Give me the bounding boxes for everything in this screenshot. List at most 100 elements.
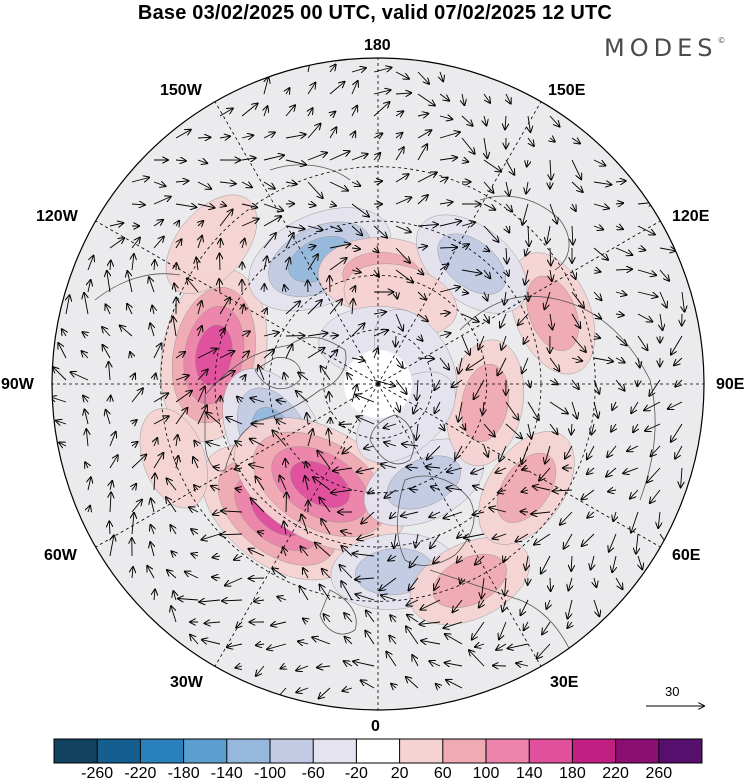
wind-vector	[479, 599, 484, 608]
wind-vector	[258, 365, 265, 381]
wind-vector	[197, 349, 217, 359]
wind-vector	[329, 226, 342, 231]
wind-vector	[505, 159, 514, 175]
wind-vector	[212, 577, 221, 578]
wind-vector	[176, 221, 179, 226]
wind-vector	[384, 442, 397, 446]
wind-vector	[587, 468, 595, 474]
wind-vector	[88, 280, 91, 293]
wind-vector	[298, 372, 309, 381]
wind-vector	[198, 236, 202, 249]
wind-vector	[674, 357, 683, 365]
wind-vector	[241, 182, 252, 187]
wind-vector	[483, 269, 490, 278]
wind-vector	[373, 330, 388, 337]
wind-vector	[151, 498, 154, 513]
wind-vector	[473, 512, 485, 515]
wind-vector	[581, 489, 595, 500]
wind-vector	[668, 401, 683, 409]
wind-vector	[426, 467, 441, 469]
wind-vector	[613, 511, 616, 521]
wind-vector	[176, 456, 178, 469]
wind-vector	[461, 222, 475, 226]
wind-vector	[417, 130, 431, 139]
wind-vector	[86, 429, 88, 447]
wind-vector	[307, 413, 308, 425]
wind-vector	[434, 379, 441, 390]
wind-vector	[132, 567, 133, 579]
wind-vector	[197, 181, 211, 189]
wind-vector	[396, 291, 397, 299]
wind-vector	[572, 269, 576, 279]
wind-vector	[307, 300, 322, 315]
meridian	[377, 220, 661, 385]
wind-vector	[637, 269, 656, 275]
wind-vector	[368, 490, 374, 493]
wind-vector	[198, 221, 203, 226]
wind-vector	[307, 246, 316, 248]
wind-vector	[390, 615, 396, 623]
wind-vector	[503, 556, 506, 562]
wind-vector	[109, 238, 124, 249]
wind-vector	[417, 114, 428, 116]
wind-vector	[88, 477, 91, 491]
wind-vector	[373, 312, 386, 314]
wind-vector	[263, 233, 276, 249]
wind-vector	[675, 445, 683, 459]
wind-vector	[645, 423, 661, 431]
wind-vector	[439, 116, 452, 119]
wind-vector	[471, 467, 485, 473]
wind-vector	[537, 643, 551, 659]
wind-vector	[152, 306, 154, 315]
wind-vector	[418, 270, 423, 275]
wind-vector	[402, 444, 419, 446]
wind-vector	[150, 323, 154, 337]
wind-vector	[593, 291, 602, 300]
wind-vector	[615, 226, 623, 229]
wind-vector	[196, 258, 198, 271]
wind-vector	[235, 468, 243, 469]
wind-vector	[170, 525, 176, 535]
wind-vector	[483, 203, 495, 210]
wind-vector	[461, 335, 470, 355]
wind-vector	[267, 643, 287, 649]
wind-vector	[520, 512, 529, 513]
wind-vector	[317, 451, 331, 469]
wind-vector	[176, 239, 182, 249]
wind-vector	[85, 462, 88, 468]
colorbar-swatch	[658, 739, 702, 763]
wind-vector	[272, 431, 287, 447]
wind-vector	[226, 417, 243, 425]
wind-vector	[352, 286, 355, 292]
wind-vector	[505, 423, 522, 438]
wind-vector	[175, 204, 196, 207]
wind-vector	[568, 599, 573, 619]
wind-vector	[374, 269, 379, 277]
wind-vector	[528, 379, 530, 387]
wind-vector	[591, 423, 594, 435]
wind-vector	[461, 244, 469, 248]
wind-vector	[317, 666, 331, 668]
wind-vector	[307, 181, 323, 198]
wind-vector	[211, 486, 221, 490]
wind-vector	[681, 467, 682, 487]
wind-vector	[307, 204, 316, 205]
wind-vector	[255, 477, 265, 491]
wind-vector	[329, 181, 348, 191]
wind-vector	[416, 423, 418, 440]
wind-vector	[446, 680, 463, 689]
wind-vector	[109, 521, 110, 535]
wind-vector	[234, 556, 243, 560]
wind-vector	[241, 219, 259, 227]
wind-vector	[263, 132, 275, 139]
wind-vector	[429, 512, 441, 517]
wind-vector	[571, 401, 577, 419]
wind-vector	[421, 641, 441, 644]
wind-vector	[88, 506, 90, 512]
wind-vector	[341, 531, 353, 534]
wind-vector	[395, 174, 409, 183]
wind-vector	[373, 225, 387, 238]
wind-vector	[415, 533, 418, 547]
wind-vector	[553, 490, 573, 491]
